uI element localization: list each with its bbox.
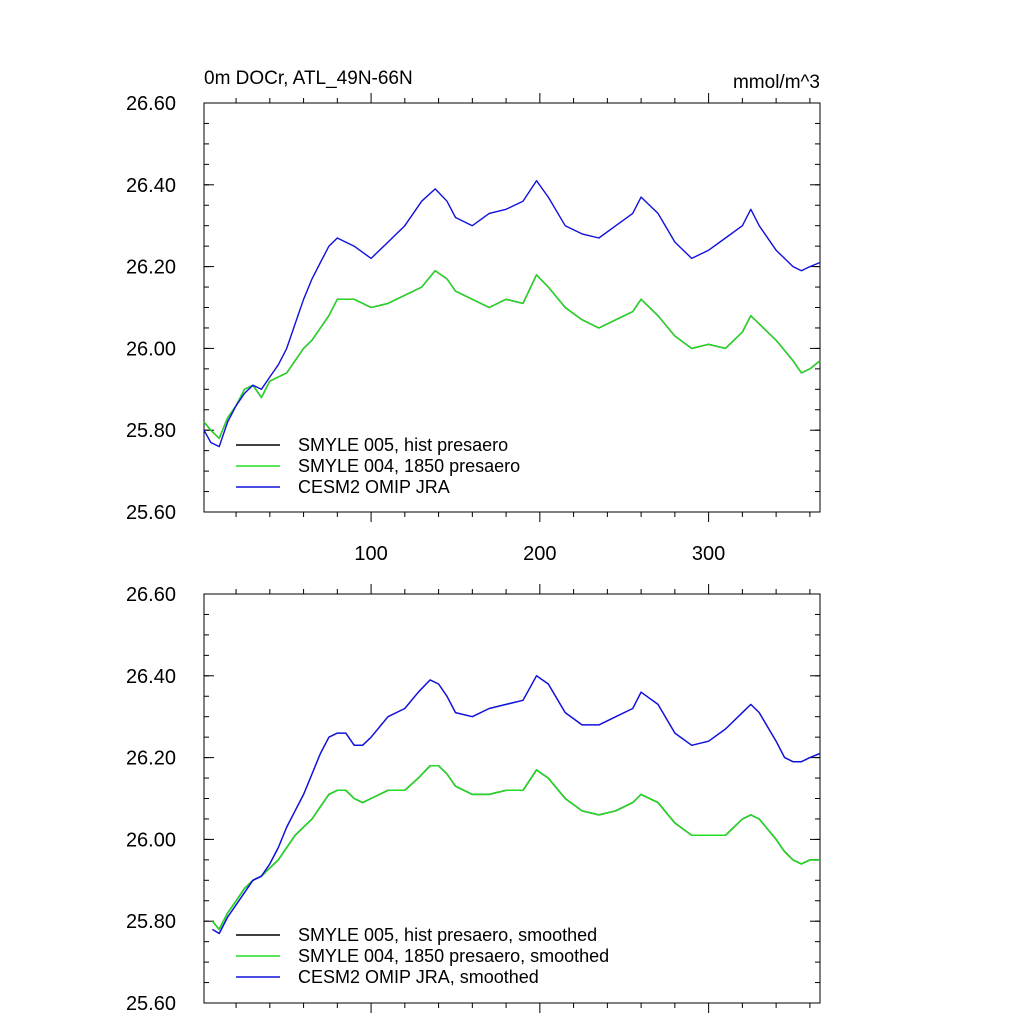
legend-label: CESM2 OMIP JRA: [298, 477, 450, 497]
x-tick-label: 200: [523, 543, 556, 565]
y-tick-label: 26.60: [126, 584, 176, 606]
series-line-3: [203, 180, 821, 448]
units-label: mmol/m^3: [733, 72, 820, 93]
legend-label: SMYLE 004, 1850 presaero, smoothed: [298, 946, 609, 966]
legend-label: SMYLE 005, hist presaero: [298, 435, 508, 455]
y-tick-label: 25.60: [126, 502, 176, 524]
y-tick-label: 26.40: [126, 666, 176, 688]
y-tick-label: 26.40: [126, 175, 176, 197]
y-tick-label: 26.20: [126, 257, 176, 279]
y-tick-label: 26.00: [126, 829, 176, 851]
series-line-1: [203, 270, 821, 440]
panel-bottom: 25.60 25.80 26.00 26.20 26.40 26.60 SMYLE 005,…: [126, 584, 821, 1015]
series-line-3: [212, 675, 821, 935]
y-tick-label: 26.00: [126, 338, 176, 360]
chart-title: 0m DOCr, ATL_49N-66N: [204, 68, 413, 89]
legend-label: SMYLE 004, 1850 presaero: [298, 456, 520, 476]
y-tick-label: 25.60: [126, 993, 176, 1015]
legend-label: SMYLE 005, hist presaero, smoothed: [298, 925, 597, 945]
y-tick-label: 26.20: [126, 748, 176, 770]
y-tick-label: 26.60: [126, 93, 176, 115]
y-tick-label: 25.80: [126, 911, 176, 933]
x-tick-label: 300: [692, 543, 725, 565]
plot-frame: [203, 102, 821, 513]
panel-top: 25.60 25.80 26.00 26.20 26.40 26.60 100 200 300 S…: [126, 93, 821, 565]
y-tick-label: 25.80: [126, 420, 176, 442]
x-tick-label: 100: [354, 543, 387, 565]
legend-label: CESM2 OMIP JRA, smoothed: [298, 967, 539, 987]
series-line-2: [203, 270, 821, 440]
series-line-2: [211, 765, 820, 931]
